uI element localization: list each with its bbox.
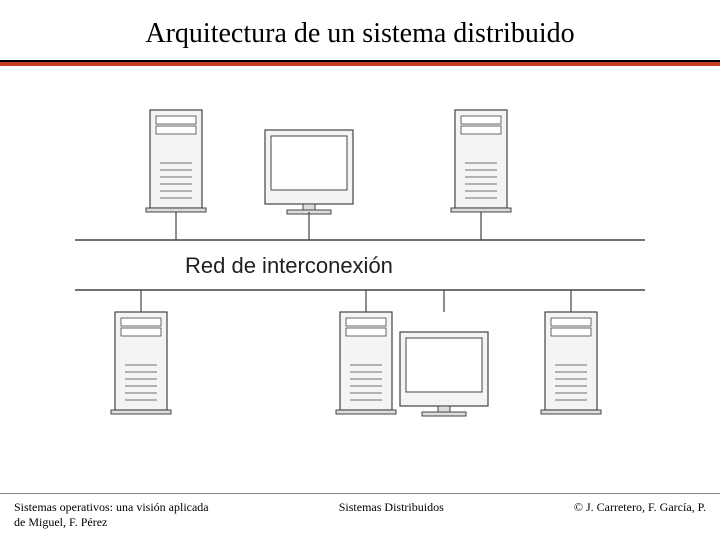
- diagram-svg: Red de interconexión: [75, 90, 645, 470]
- footer: Sistemas operativos: una visión aplicada…: [0, 493, 720, 540]
- svg-text:Red de interconexión: Red de interconexión: [185, 253, 393, 278]
- slide-title: Arquitectura de un sistema distribuido: [0, 0, 720, 60]
- footer-right: © J. Carretero, F. García, P.: [574, 500, 706, 530]
- footer-left: Sistemas operativos: una visión aplicada…: [14, 500, 209, 530]
- rule-accent: [0, 62, 720, 66]
- footer-center: Sistemas Distribuidos: [339, 500, 444, 530]
- diagram-area: Red de interconexión: [75, 90, 645, 470]
